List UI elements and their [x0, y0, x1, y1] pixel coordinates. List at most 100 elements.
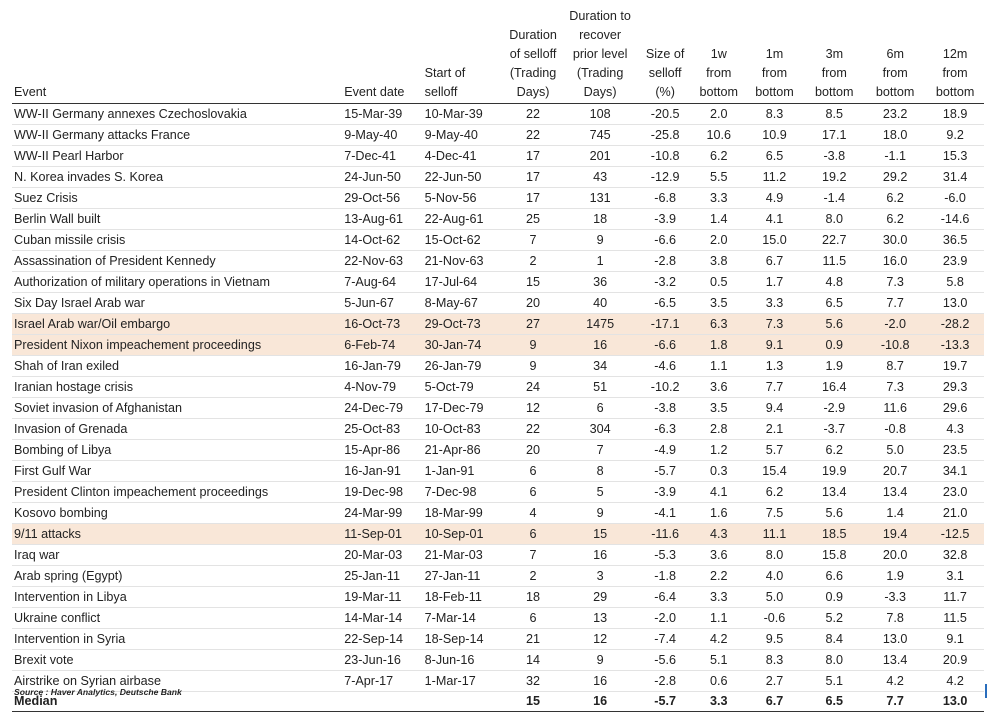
- cell-duration_recover: 9: [596, 653, 604, 667]
- cell-size_selloff: -1.8: [654, 569, 676, 583]
- cell-w1: 6.2: [710, 149, 728, 163]
- cell-event: President Clinton impeachement proceedin…: [14, 485, 269, 499]
- cell-event_date: 16-Jan-91: [344, 464, 401, 478]
- median-size_selloff: -5.7: [654, 694, 676, 708]
- cell-w1: 6.3: [710, 317, 728, 331]
- cell-m3: 5.1: [825, 674, 844, 688]
- cell-m3: 15.8: [822, 548, 847, 562]
- cell-start_selloff: 21-Apr-86: [424, 443, 481, 457]
- cell-start_selloff: 27-Jan-11: [424, 569, 481, 583]
- cell-m12: 15.3: [942, 149, 968, 163]
- column-header-line: selloff: [424, 85, 458, 99]
- cell-event: Iraq war: [14, 548, 60, 562]
- cell-m1: 11.1: [762, 527, 787, 541]
- cell-event: Bombing of Libya: [14, 443, 112, 457]
- cell-w1: 3.5: [710, 401, 728, 415]
- cell-start_selloff: 18-Mar-99: [424, 506, 483, 520]
- cell-w1: 3.6: [710, 548, 728, 562]
- column-header-m1: 1m from bottom: [745, 7, 805, 104]
- cell-event_date: 7-Aug-64: [344, 275, 396, 289]
- cell-duration_recover: 201: [589, 149, 611, 163]
- column-header-line: from: [706, 66, 732, 80]
- cell-event_date: 14-Mar-14: [344, 611, 403, 625]
- column-header-w1: 1w from bottom: [693, 7, 745, 104]
- cell-event: President Nixon impeachement proceedings: [14, 338, 262, 352]
- cell-event_date: 14-Oct-62: [344, 233, 401, 247]
- cell-size_selloff: -6.5: [654, 296, 676, 310]
- cell-m3: 8.0: [825, 212, 844, 226]
- cell-m6: 7.7: [886, 296, 904, 310]
- cell-m1: 7.3: [765, 317, 784, 331]
- cell-m12: 5.8: [946, 275, 964, 289]
- cell-m1: 8.3: [765, 653, 784, 667]
- cell-size_selloff: -6.8: [654, 191, 676, 205]
- cell-event_date: 29-Oct-56: [344, 191, 401, 205]
- column-header-line: bottom: [815, 85, 854, 99]
- cell-m6: 1.9: [886, 569, 904, 583]
- cell-w1: 2.2: [710, 569, 728, 583]
- cell-m3: 6.2: [825, 443, 844, 457]
- cell-m1: 2.1: [765, 422, 784, 436]
- cell-m12: 4.2: [946, 674, 964, 688]
- cell-m1: 11.2: [762, 170, 787, 184]
- cell-size_selloff: -25.8: [650, 128, 680, 142]
- cell-duration_selloff: 17: [526, 170, 541, 184]
- cell-m12: 29.6: [942, 401, 968, 415]
- cell-m6: 8.7: [886, 359, 904, 373]
- cell-m6: 1.4: [886, 506, 904, 520]
- cell-m1: 9.1: [765, 338, 784, 352]
- column-header-start_selloff: Start of selloff: [423, 7, 503, 104]
- cell-event: Berlin Wall built: [14, 212, 101, 226]
- cell-w1: 3.5: [710, 296, 728, 310]
- cell-size_selloff: -11.6: [651, 527, 679, 541]
- cell-duration_selloff: 7: [529, 233, 537, 247]
- table-row: Israel Arab war/Oil embargo 16-Oct-73 29-O…: [12, 313, 984, 335]
- cell-size_selloff: -5.7: [654, 464, 676, 478]
- cell-duration_selloff: 20: [526, 443, 541, 457]
- cell-duration_selloff: 2: [529, 569, 537, 583]
- cell-duration_selloff: 22: [526, 422, 541, 436]
- cell-m6: -10.8: [880, 338, 910, 352]
- cell-start_selloff: 18-Sep-14: [424, 632, 484, 646]
- table-row: First Gulf War 16-Jan-91 1-Jan-91 6 8 -5.7 0.3…: [12, 461, 984, 482]
- column-header-line: 3m: [825, 47, 844, 61]
- column-header-line: recover: [579, 28, 622, 42]
- column-header-duration_recover: Duration to recover prior level (Trading Day…: [563, 7, 637, 104]
- cell-duration_selloff: 22: [526, 128, 541, 142]
- cell-w1: 4.2: [710, 632, 728, 646]
- cell-m3: -3.7: [823, 422, 846, 436]
- column-header-line: 1m: [765, 47, 784, 61]
- cell-duration_recover: 51: [593, 380, 608, 394]
- cell-w1: 5.5: [710, 170, 728, 184]
- cell-m12: -13.3: [940, 338, 970, 352]
- cell-start_selloff: 22-Aug-61: [424, 212, 484, 226]
- cell-m12: 31.4: [942, 170, 968, 184]
- cell-size_selloff: -3.9: [654, 485, 676, 499]
- column-header-line: Days): [516, 85, 550, 99]
- cell-event_date: 5-Jun-67: [344, 296, 394, 310]
- cell-m6: 7.8: [886, 611, 904, 625]
- cell-m3: -1.4: [823, 191, 846, 205]
- cell-m3: 6.5: [825, 296, 844, 310]
- cell-m6: -3.3: [884, 590, 907, 604]
- median-m3: 6.5: [825, 694, 844, 708]
- cell-m12: 23.9: [942, 254, 968, 268]
- cell-duration_recover: 131: [589, 191, 611, 205]
- cell-start_selloff: 18-Feb-11: [424, 590, 482, 604]
- cell-duration_selloff: 7: [529, 548, 537, 562]
- median-event_date: [342, 692, 422, 712]
- cell-event_date: 16-Jan-79: [344, 359, 401, 373]
- table-row: President Nixon impeachement proceedings…: [12, 334, 984, 356]
- cell-duration_selloff: 24: [526, 380, 541, 394]
- cell-event_date: 25-Jan-11: [344, 569, 400, 583]
- cell-m12: -14.6: [940, 212, 970, 226]
- cell-duration_recover: 36: [593, 275, 608, 289]
- cell-m6: 5.0: [886, 443, 904, 457]
- cell-m6: 30.0: [882, 233, 908, 247]
- cell-event_date: 23-Jun-16: [344, 653, 401, 667]
- cell-duration_recover: 12: [593, 632, 608, 646]
- cell-w1: 5.1: [710, 653, 728, 667]
- cell-w1: 3.3: [710, 191, 728, 205]
- cell-m6: 20.0: [882, 548, 908, 562]
- cell-duration_recover: 8: [596, 464, 604, 478]
